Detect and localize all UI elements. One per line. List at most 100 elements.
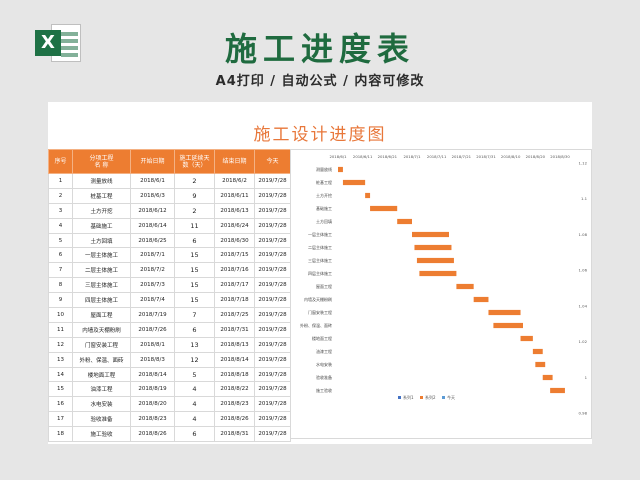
- end-date-cell[interactable]: 2018/6/2: [214, 173, 255, 189]
- row-number-cell[interactable]: 4: [48, 217, 73, 234]
- duration-cell[interactable]: 5: [174, 366, 215, 383]
- task-name-cell[interactable]: 门窗安装工程: [72, 336, 131, 353]
- row-number-cell[interactable]: 3: [48, 202, 73, 219]
- duration-cell[interactable]: 2: [174, 202, 215, 219]
- row-number-cell[interactable]: 17: [48, 411, 73, 428]
- row-number-cell[interactable]: 5: [48, 232, 73, 249]
- row-number-cell[interactable]: 2: [48, 187, 73, 204]
- duration-cell[interactable]: 4: [174, 381, 215, 398]
- start-date-cell[interactable]: 2018/6/3: [130, 187, 175, 204]
- task-name-cell[interactable]: 基础施工: [72, 217, 131, 234]
- end-date-cell[interactable]: 2018/7/25: [214, 307, 255, 323]
- end-date-cell[interactable]: 2018/6/30: [214, 232, 255, 249]
- row-number-cell[interactable]: 8: [48, 277, 73, 294]
- task-name-cell[interactable]: 水电安装: [72, 396, 131, 413]
- row-number-cell[interactable]: 18: [48, 426, 73, 443]
- start-date-cell[interactable]: 2018/8/3: [130, 351, 175, 368]
- task-name-cell[interactable]: 土方开挖: [72, 202, 131, 219]
- task-name-cell[interactable]: 土方回填: [72, 232, 131, 249]
- row-number-cell[interactable]: 6: [48, 247, 73, 264]
- task-name-cell[interactable]: 验收准备: [72, 411, 131, 428]
- end-date-cell[interactable]: 2018/7/31: [214, 321, 255, 338]
- today-cell[interactable]: 2019/7/28: [254, 277, 291, 294]
- today-cell[interactable]: 2019/7/28: [254, 187, 291, 204]
- duration-cell[interactable]: 6: [174, 426, 215, 443]
- end-date-cell[interactable]: 2018/6/24: [214, 217, 255, 234]
- task-name-cell[interactable]: 二层主体施工: [72, 262, 131, 279]
- task-name-cell[interactable]: 油漆工程: [72, 381, 131, 398]
- task-name-cell[interactable]: 桩基工程: [72, 187, 131, 204]
- today-cell[interactable]: 2019/7/28: [254, 411, 291, 428]
- duration-cell[interactable]: 4: [174, 411, 215, 428]
- duration-cell[interactable]: 15: [174, 247, 215, 264]
- end-date-cell[interactable]: 2018/8/23: [214, 396, 255, 413]
- end-date-cell[interactable]: 2018/7/17: [214, 277, 255, 294]
- end-date-cell[interactable]: 2018/7/16: [214, 262, 255, 279]
- row-number-cell[interactable]: 7: [48, 262, 73, 279]
- task-name-cell[interactable]: 一层主体施工: [72, 247, 131, 264]
- today-cell[interactable]: 2019/7/28: [254, 381, 291, 398]
- start-date-cell[interactable]: 2018/6/14: [130, 217, 175, 234]
- start-date-cell[interactable]: 2018/7/4: [130, 292, 175, 309]
- row-number-cell[interactable]: 12: [48, 336, 73, 353]
- duration-cell[interactable]: 12: [174, 351, 215, 368]
- row-number-cell[interactable]: 15: [48, 381, 73, 398]
- row-number-cell[interactable]: 11: [48, 321, 73, 338]
- start-date-cell[interactable]: 2018/8/26: [130, 426, 175, 443]
- start-date-cell[interactable]: 2018/7/2: [130, 262, 175, 279]
- row-number-cell[interactable]: 9: [48, 292, 73, 309]
- start-date-cell[interactable]: 2018/6/12: [130, 202, 175, 219]
- row-number-cell[interactable]: 13: [48, 351, 73, 368]
- end-date-cell[interactable]: 2018/8/26: [214, 411, 255, 428]
- row-number-cell[interactable]: 10: [48, 307, 73, 323]
- duration-cell[interactable]: 6: [174, 232, 215, 249]
- today-cell[interactable]: 2019/7/28: [254, 217, 291, 234]
- today-cell[interactable]: 2019/7/28: [254, 426, 291, 443]
- start-date-cell[interactable]: 2018/8/1: [130, 336, 175, 353]
- end-date-cell[interactable]: 2018/8/18: [214, 366, 255, 383]
- start-date-cell[interactable]: 2018/6/25: [130, 232, 175, 249]
- end-date-cell[interactable]: 2018/7/15: [214, 247, 255, 264]
- duration-cell[interactable]: 4: [174, 396, 215, 413]
- end-date-cell[interactable]: 2018/8/13: [214, 336, 255, 353]
- duration-cell[interactable]: 6: [174, 321, 215, 338]
- start-date-cell[interactable]: 2018/8/19: [130, 381, 175, 398]
- duration-cell[interactable]: 15: [174, 262, 215, 279]
- end-date-cell[interactable]: 2018/7/18: [214, 292, 255, 309]
- duration-cell[interactable]: 9: [174, 187, 215, 204]
- task-name-cell[interactable]: 外粉、保温、面砖: [72, 351, 131, 368]
- task-name-cell[interactable]: 屋面工程: [72, 307, 131, 323]
- start-date-cell[interactable]: 2018/6/1: [130, 173, 175, 189]
- duration-cell[interactable]: 13: [174, 336, 215, 353]
- today-cell[interactable]: 2019/7/28: [254, 202, 291, 219]
- end-date-cell[interactable]: 2018/8/14: [214, 351, 255, 368]
- task-name-cell[interactable]: 三层主体施工: [72, 277, 131, 294]
- today-cell[interactable]: 2019/7/28: [254, 321, 291, 338]
- row-number-cell[interactable]: 16: [48, 396, 73, 413]
- end-date-cell[interactable]: 2018/6/13: [214, 202, 255, 219]
- end-date-cell[interactable]: 2018/8/31: [214, 426, 255, 443]
- end-date-cell[interactable]: 2018/8/22: [214, 381, 255, 398]
- start-date-cell[interactable]: 2018/7/26: [130, 321, 175, 338]
- start-date-cell[interactable]: 2018/8/20: [130, 396, 175, 413]
- end-date-cell[interactable]: 2018/6/11: [214, 187, 255, 204]
- start-date-cell[interactable]: 2018/7/1: [130, 247, 175, 264]
- start-date-cell[interactable]: 2018/7/3: [130, 277, 175, 294]
- row-number-cell[interactable]: 14: [48, 366, 73, 383]
- today-cell[interactable]: 2019/7/28: [254, 173, 291, 189]
- today-cell[interactable]: 2019/7/28: [254, 351, 291, 368]
- today-cell[interactable]: 2019/7/28: [254, 247, 291, 264]
- today-cell[interactable]: 2019/7/28: [254, 232, 291, 249]
- duration-cell[interactable]: 15: [174, 277, 215, 294]
- task-name-cell[interactable]: 施工验收: [72, 426, 131, 443]
- task-name-cell[interactable]: 四层主体施工: [72, 292, 131, 309]
- today-cell[interactable]: 2019/7/28: [254, 336, 291, 353]
- duration-cell[interactable]: 11: [174, 217, 215, 234]
- row-number-cell[interactable]: 1: [48, 173, 73, 189]
- task-name-cell[interactable]: 内墙及天棚粉刷: [72, 321, 131, 338]
- today-cell[interactable]: 2019/7/28: [254, 262, 291, 279]
- duration-cell[interactable]: 2: [174, 173, 215, 189]
- start-date-cell[interactable]: 2018/8/14: [130, 366, 175, 383]
- start-date-cell[interactable]: 2018/7/19: [130, 307, 175, 323]
- task-name-cell[interactable]: 测量放线: [72, 173, 131, 189]
